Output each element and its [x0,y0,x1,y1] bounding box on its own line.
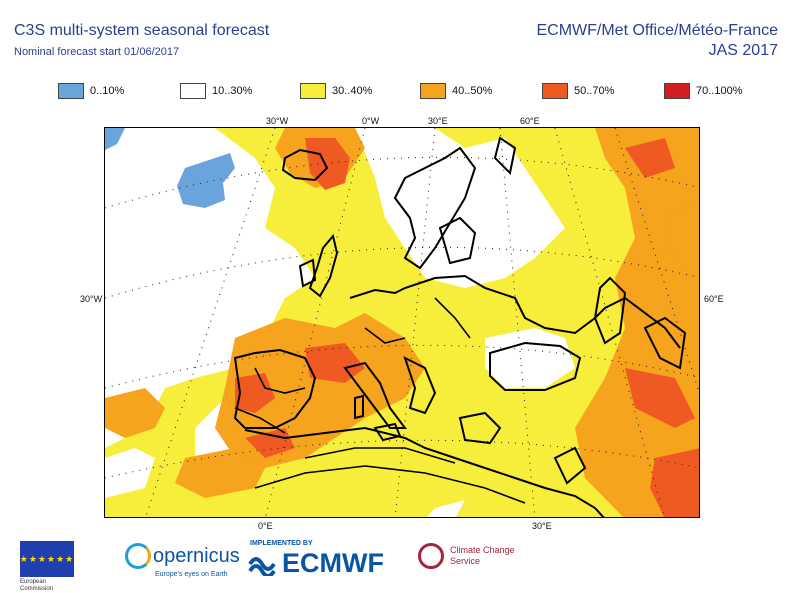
legend-label: 50..70% [574,85,615,97]
region-50-70 [625,368,695,428]
c3s-logo: Climate Change Service [418,543,515,569]
legend-swatch [58,83,84,99]
legend-label: 0..10% [90,85,125,97]
region-10-30 [105,128,315,448]
ecmwf-mark-icon [248,556,276,576]
forecast-start: Nominal forecast start 01/06/2017 [14,46,180,58]
season-label: JAS 2017 [708,42,778,59]
copernicus-logo: opernicus [125,543,240,569]
region-10-30 [426,500,465,517]
lon-label-top: 30°W [266,116,289,126]
ecmwf-logo: ECMWF [248,548,384,579]
region-50-70 [245,428,295,458]
legend-item: 10..30% [180,82,252,100]
thermometer-icon [418,543,444,569]
legend-swatch [664,83,690,99]
lon-label-bottom: 0°E [258,521,273,531]
map-canvas [105,128,699,517]
c3s-line-1: Climate Change [450,545,515,555]
footer: ★★★★★★ European Commission opernicus Eur… [0,535,800,592]
lat-label-left: 30°W [80,294,103,304]
region-50-70 [305,138,350,190]
forecast-map [104,127,700,518]
region-10-30 [105,448,155,498]
legend-label: 70..100% [696,85,743,97]
eu-stars-icon: ★★★★★★ [19,553,75,564]
region-0-10 [177,153,235,208]
coastlines [233,136,687,517]
legend-label: 30..40% [332,85,373,97]
legend-item: 40..50% [420,82,492,100]
implemented-by-label: IMPLEMENTED BY [250,540,313,547]
lon-label-top: 30°E [428,116,448,126]
region-40-50 [175,448,265,498]
borders [234,297,526,504]
ecmwf-wordmark: ECMWF [282,548,384,578]
region-0-10 [105,128,125,150]
legend-swatch [300,83,326,99]
legend-swatch [542,83,568,99]
c3s-line-2: Service [450,556,481,566]
lon-label-top: 0°W [362,116,380,126]
legend-label: 40..50% [452,85,493,97]
legend-item: 30..40% [300,82,372,100]
region-40-50 [105,388,165,438]
region-10-30 [485,328,575,388]
c3s-label: Climate Change Service [450,545,515,567]
provider-name: ECMWF/Met Office/Météo-France [536,22,778,39]
region-50-70 [235,373,275,413]
legend-item: 70..100% [664,82,742,100]
page-title: C3S multi-system seasonal forecast [14,22,270,39]
copernicus-tagline: Europe's eyes on Earth [155,571,228,578]
region-50-70 [650,448,699,517]
eu-label: European Commission [20,579,54,592]
eu-flag-icon: ★★★★★★ [20,541,74,577]
lon-label-bottom: 30°E [532,521,552,531]
lon-label-top: 60°E [520,116,540,126]
legend-swatch [180,83,206,99]
copernicus-ring-icon [125,543,151,569]
legend-item: 0..10% [58,82,124,100]
legend-swatch [420,83,446,99]
legend-item: 50..70% [542,82,614,100]
legend-label: 10..30% [212,85,253,97]
region-40-50 [665,199,699,278]
region-50-70 [625,138,675,178]
graticule [105,128,699,517]
legend: 0..10% 10..30% 30..40% 40..50% 50..70% 7… [58,82,758,100]
lat-label-right: 60°E [704,294,724,304]
copernicus-wordmark: opernicus [153,544,240,567]
